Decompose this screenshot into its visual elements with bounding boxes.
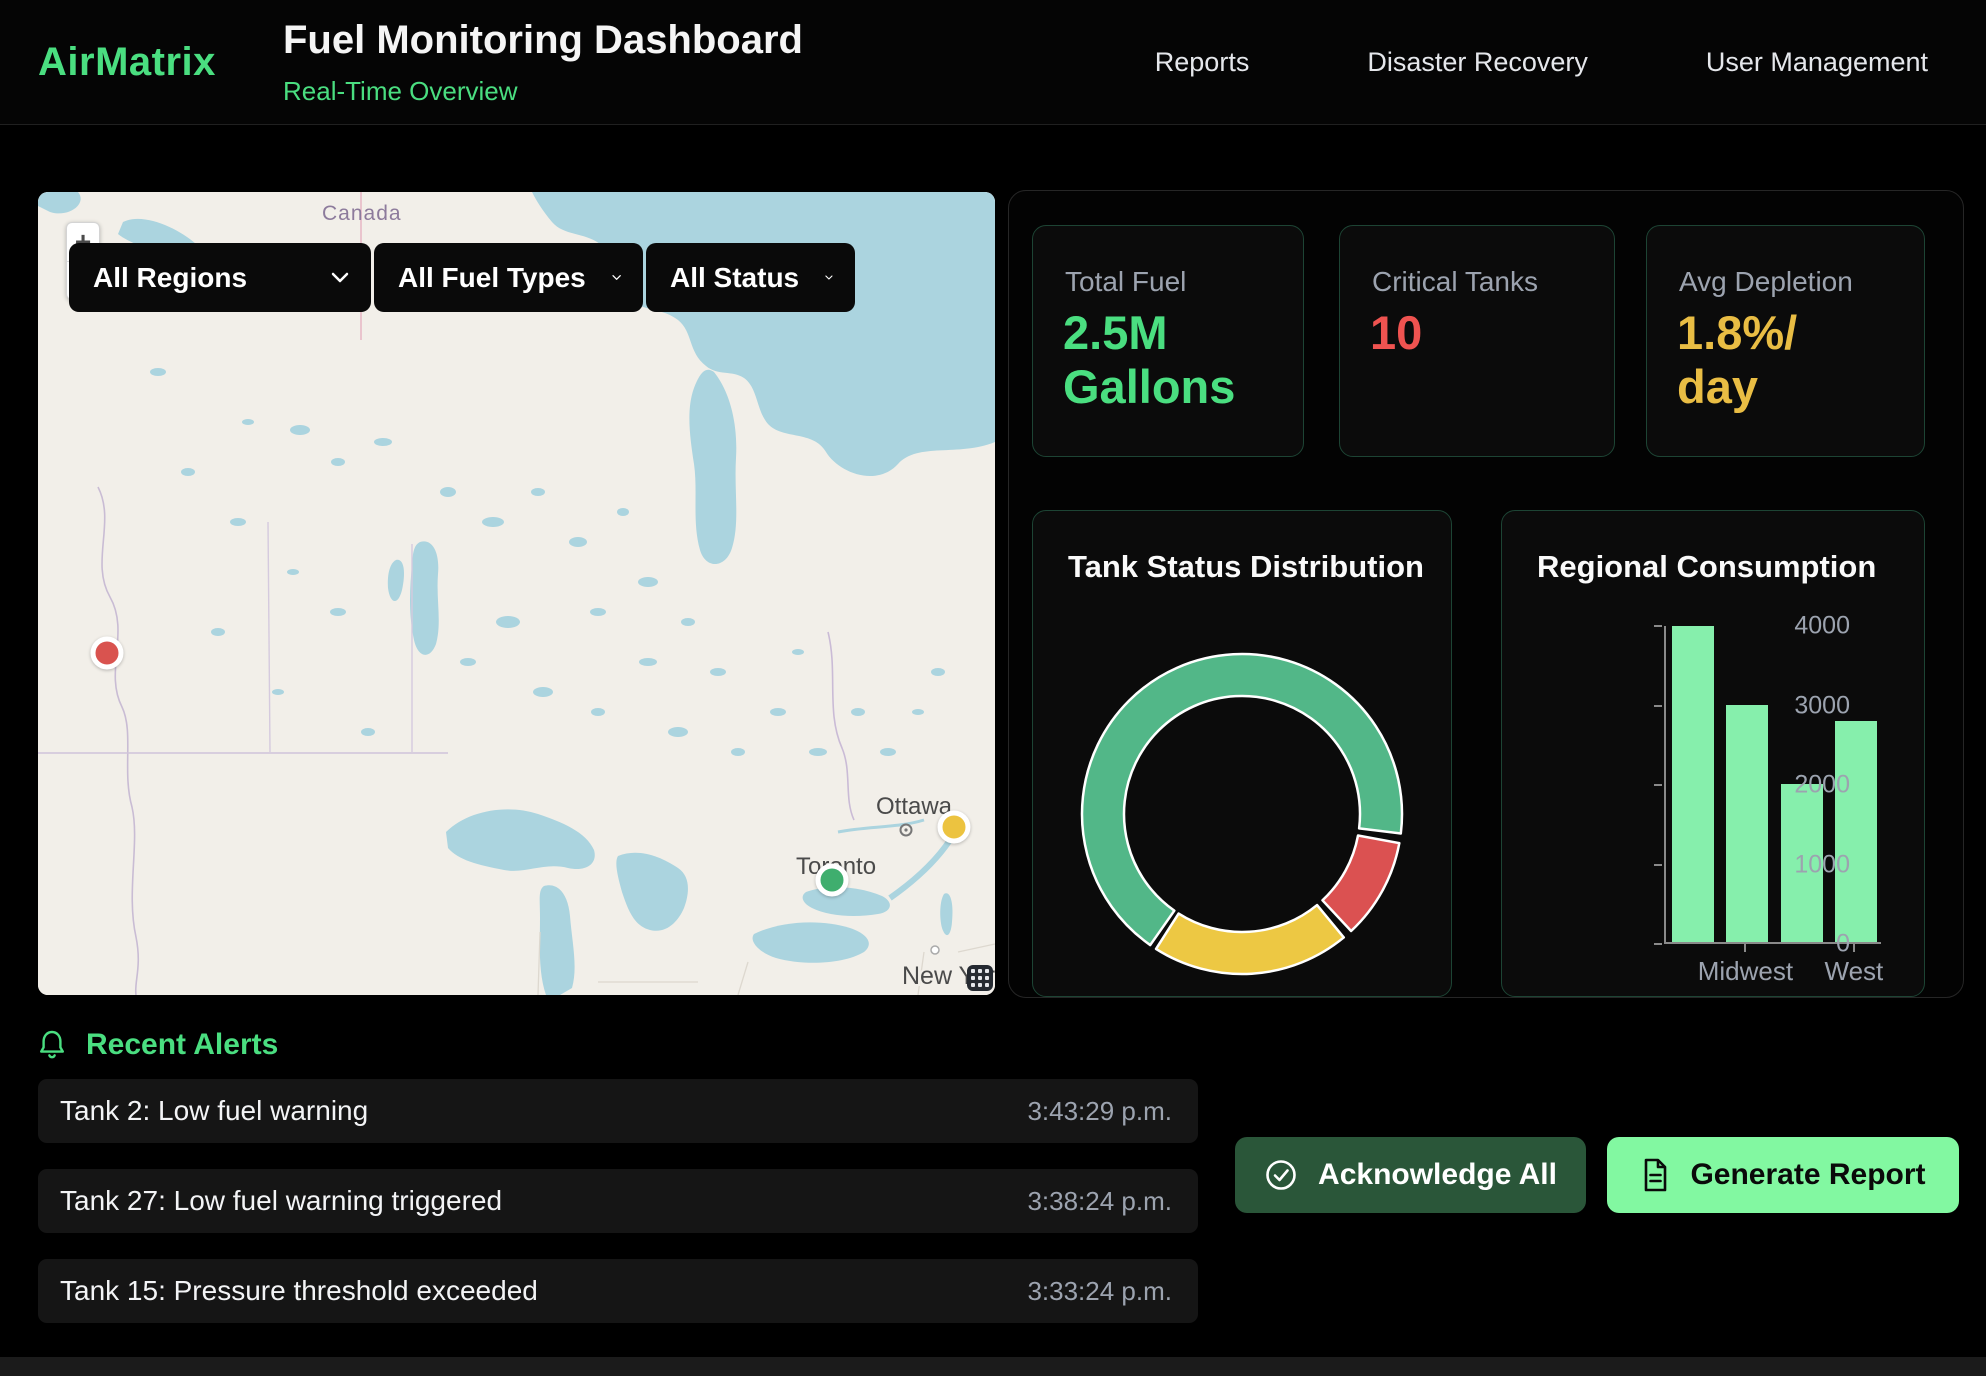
app-logo[interactable]: AirMatrix xyxy=(38,40,216,85)
alert-message: Tank 27: Low fuel warning triggered xyxy=(60,1185,502,1217)
fuel-type-filter-dropdown[interactable]: All Fuel Types xyxy=(374,243,643,312)
tank-status-card: Tank Status Distribution xyxy=(1032,510,1452,997)
tank-status-donut-chart xyxy=(1074,646,1410,982)
y-axis-tick-label: 0 xyxy=(1770,930,1850,959)
map-marker-layer xyxy=(38,192,995,995)
y-axis-tick xyxy=(1654,625,1662,627)
page-subtitle: Real-Time Overview xyxy=(283,76,518,107)
alert-timestamp: 3:43:29 p.m. xyxy=(1027,1096,1172,1127)
y-axis-tick-label: 3000 xyxy=(1770,691,1850,720)
alert-row[interactable]: Tank 2: Low fuel warning 3:43:29 p.m. xyxy=(38,1079,1198,1143)
alert-row[interactable]: Tank 15: Pressure threshold exceeded 3:3… xyxy=(38,1259,1198,1323)
stat-value: 10 xyxy=(1370,306,1422,360)
bottom-scrollbar-track[interactable] xyxy=(0,1357,1986,1376)
map[interactable]: Canada Ottawa Toronto New York + − All R… xyxy=(38,192,995,995)
chevron-down-icon xyxy=(331,272,349,283)
map-filters: All Regions All Fuel Types All Status xyxy=(69,243,855,312)
alerts-title: Recent Alerts xyxy=(86,1028,278,1062)
generate-report-label: Generate Report xyxy=(1690,1158,1925,1192)
region-filter-value: All Regions xyxy=(93,262,247,294)
main-nav: Reports Disaster Recovery User Managemen… xyxy=(1155,0,1928,125)
x-axis-tick xyxy=(1744,944,1746,952)
check-circle-icon xyxy=(1264,1158,1298,1192)
tank-status-title: Tank Status Distribution xyxy=(1068,549,1424,585)
nav-reports[interactable]: Reports xyxy=(1155,47,1250,78)
acknowledge-all-label: Acknowledge All xyxy=(1318,1158,1557,1192)
nav-disaster-recovery[interactable]: Disaster Recovery xyxy=(1367,47,1588,78)
donut-segment-red xyxy=(1322,836,1399,932)
y-axis-tick xyxy=(1654,864,1662,866)
stat-card-critical-tanks: Critical Tanks 10 xyxy=(1339,225,1615,457)
status-filter-value: All Status xyxy=(670,262,799,294)
stat-label: Total Fuel xyxy=(1065,266,1186,298)
regional-consumption-card: Regional Consumption 01000200030004000Mi… xyxy=(1501,510,1925,997)
tank-marker-red[interactable] xyxy=(90,636,123,669)
alert-message: Tank 2: Low fuel warning xyxy=(60,1095,368,1127)
alert-timestamp: 3:33:24 p.m. xyxy=(1027,1276,1172,1307)
stat-value: 2.5MGallons xyxy=(1063,306,1235,413)
stat-label: Critical Tanks xyxy=(1372,266,1538,298)
alert-row[interactable]: Tank 27: Low fuel warning triggered 3:38… xyxy=(38,1169,1198,1233)
stat-label: Avg Depletion xyxy=(1679,266,1853,298)
y-axis-tick xyxy=(1654,784,1662,786)
bell-icon xyxy=(38,1029,66,1062)
chevron-down-icon xyxy=(612,272,621,283)
y-axis-tick-label: 2000 xyxy=(1770,771,1850,800)
fuel-type-filter-value: All Fuel Types xyxy=(398,262,586,294)
x-axis-tick-label: West xyxy=(1824,956,1883,987)
header: AirMatrix Fuel Monitoring Dashboard Real… xyxy=(0,0,1986,125)
alert-message: Tank 15: Pressure threshold exceeded xyxy=(60,1275,538,1307)
region-filter-dropdown[interactable]: All Regions xyxy=(69,243,371,312)
alerts-header: Recent Alerts xyxy=(38,1028,278,1062)
alert-timestamp: 3:38:24 p.m. xyxy=(1027,1186,1172,1217)
stat-card-avg-depletion: Avg Depletion 1.8%/day xyxy=(1646,225,1925,457)
x-axis-tick xyxy=(1853,944,1855,952)
status-filter-dropdown[interactable]: All Status xyxy=(646,243,855,312)
donut-segment-yellow xyxy=(1156,905,1344,974)
document-icon xyxy=(1640,1157,1670,1193)
fuel-monitoring-dashboard: AirMatrix Fuel Monitoring Dashboard Real… xyxy=(0,0,1986,1376)
acknowledge-all-button[interactable]: Acknowledge All xyxy=(1235,1137,1586,1213)
stat-value: 1.8%/day xyxy=(1677,306,1797,413)
map-resize-handle[interactable] xyxy=(967,965,993,991)
y-axis-tick xyxy=(1654,705,1662,707)
nav-user-management[interactable]: User Management xyxy=(1706,47,1928,78)
x-axis-tick-label: Midwest xyxy=(1698,956,1793,987)
tank-marker-yellow[interactable] xyxy=(937,811,970,844)
y-axis-tick-label: 4000 xyxy=(1770,612,1850,641)
bar-chart-axis-labels: 0 1000 2000 3000 4000 Midwest West xyxy=(1502,511,1924,996)
generate-report-button[interactable]: Generate Report xyxy=(1607,1137,1959,1213)
page-title: Fuel Monitoring Dashboard xyxy=(283,18,803,63)
stat-card-total-fuel: Total Fuel 2.5MGallons xyxy=(1032,225,1304,457)
y-axis-tick xyxy=(1654,943,1662,945)
tank-marker-green[interactable] xyxy=(816,864,849,897)
y-axis-tick-label: 1000 xyxy=(1770,850,1850,879)
chevron-down-icon xyxy=(825,272,833,283)
